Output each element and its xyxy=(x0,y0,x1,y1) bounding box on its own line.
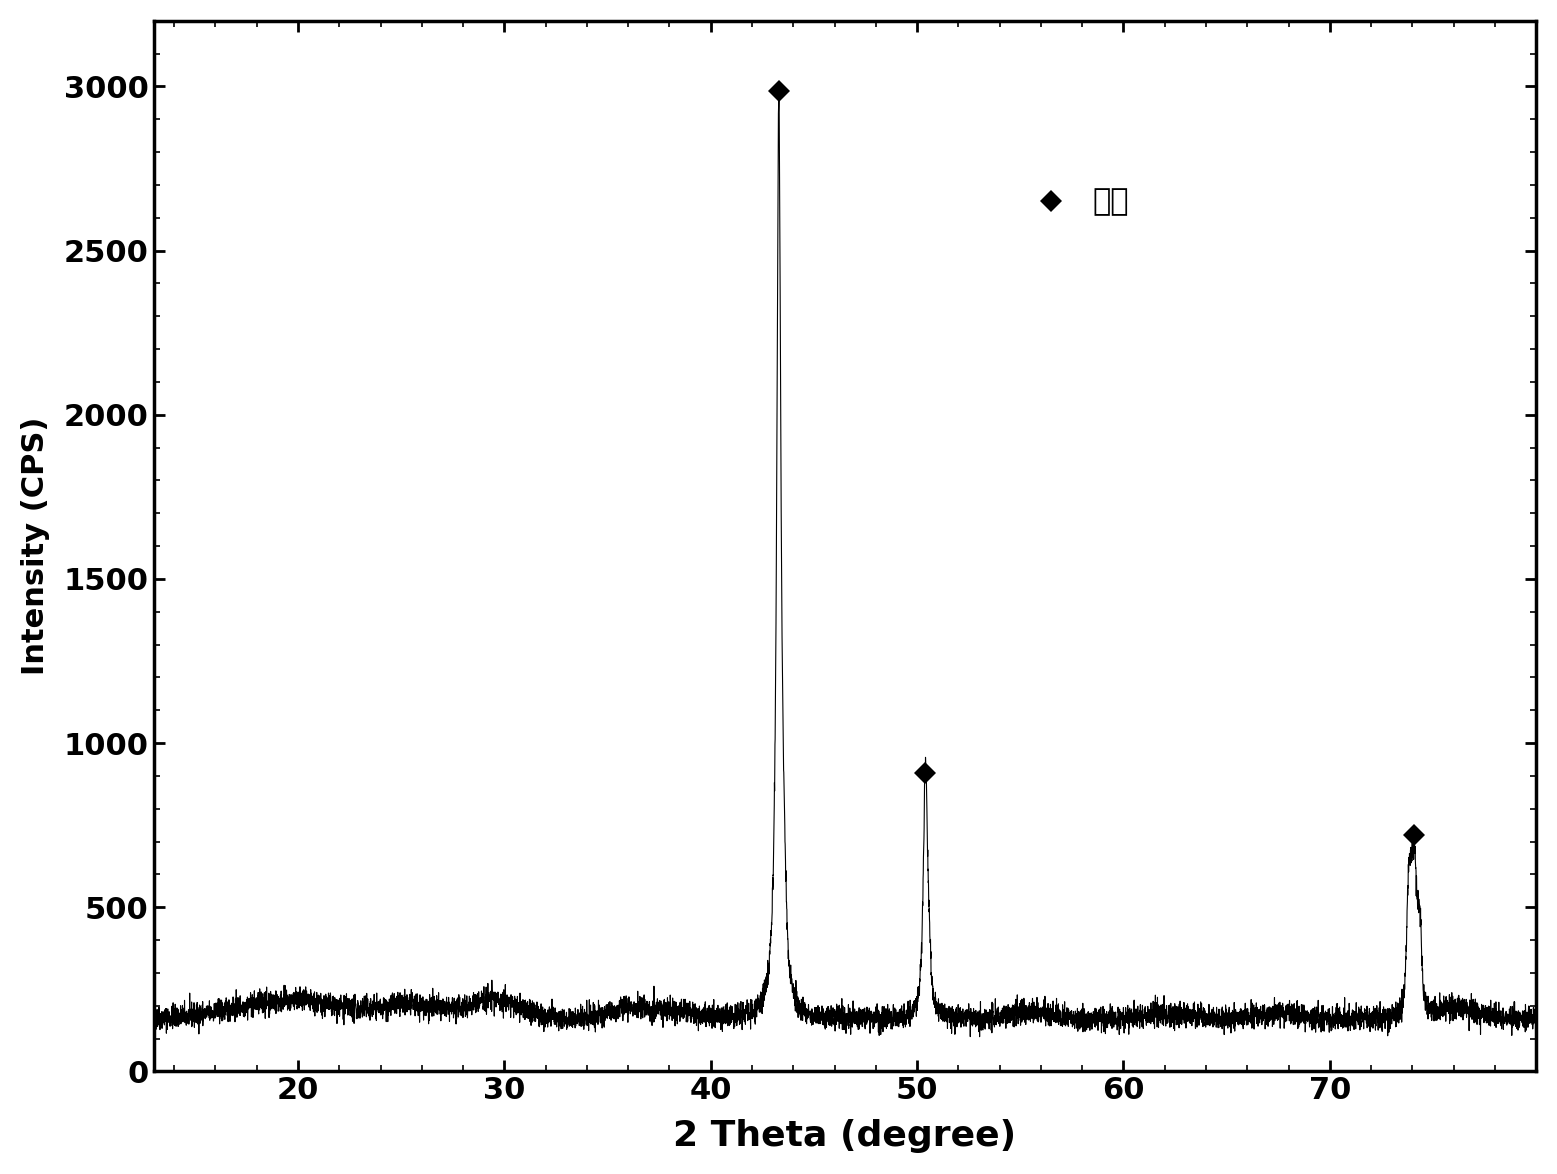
X-axis label: 2 Theta (degree): 2 Theta (degree) xyxy=(673,1119,1017,1153)
Y-axis label: Intensity (CPS): Intensity (CPS) xyxy=(20,417,50,675)
Text: 锐网: 锐网 xyxy=(1093,187,1129,216)
